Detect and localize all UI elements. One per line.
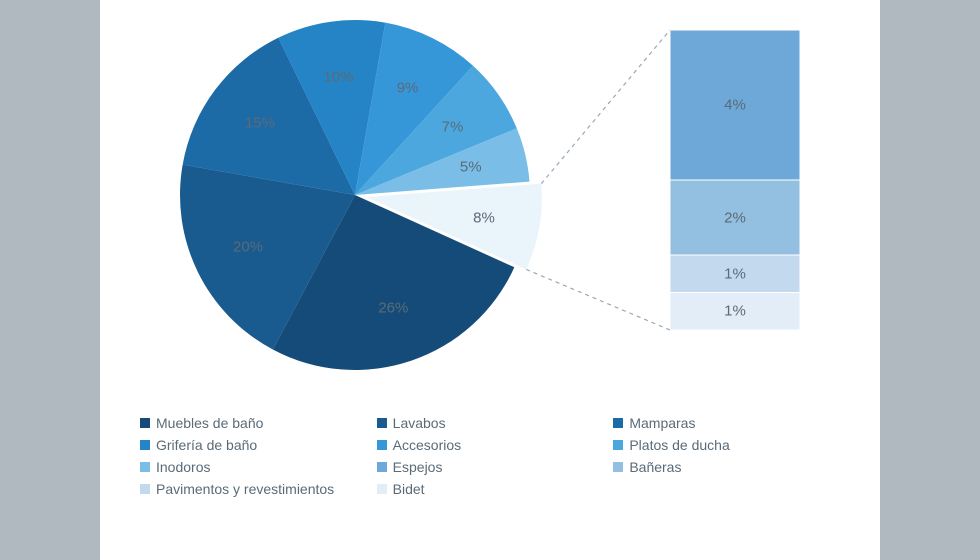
chart-area: 4% 2% 1% 1% 26% 20% 15% 10% 9% 7% 5% 8% [100,0,880,410]
legend-item: Platos de ducha [613,437,840,453]
legend-item: Espejos [377,459,604,475]
connector-line [526,269,670,330]
bar-segment-label: 2% [724,209,746,226]
legend-item: Pavimentos y revestimientos [140,481,367,497]
bar-segment-label: 1% [724,303,746,320]
legend-item: Bidet [377,481,604,497]
legend-item: Bañeras [613,459,840,475]
legend-swatch [613,462,623,472]
legend-swatch [377,484,387,494]
legend-swatch [140,462,150,472]
pie-slice-label: 26% [378,299,408,316]
legend-label: Pavimentos y revestimientos [156,481,334,497]
legend-label: Bidet [393,481,425,497]
legend: Muebles de baño Lavabos Mamparas Grifería d… [140,415,840,497]
pie-slice-label: 20% [233,239,263,256]
legend-label: Grifería de baño [156,437,257,453]
pie-slice-label: 8% [473,209,495,226]
legend-label: Lavabos [393,415,446,431]
legend-item: Lavabos [377,415,604,431]
legend-label: Espejos [393,459,443,475]
legend-item: Muebles de baño [140,415,367,431]
legend-label: Bañeras [629,459,681,475]
legend-label: Inodoros [156,459,210,475]
legend-item: Inodoros [140,459,367,475]
bar-segment-label: 4% [724,97,746,114]
legend-swatch [613,418,623,428]
legend-swatch [140,418,150,428]
legend-swatch [377,462,387,472]
connector-line [541,30,670,184]
legend-label: Platos de ducha [629,437,729,453]
legend-swatch [377,440,387,450]
legend-item: Grifería de baño [140,437,367,453]
legend-label: Mamparas [629,415,695,431]
page-root: 4% 2% 1% 1% 26% 20% 15% 10% 9% 7% 5% 8% Muebles de … [0,0,980,560]
pie-slice-label: 15% [245,115,275,132]
legend-swatch [613,440,623,450]
pie-slice-label: 10% [323,69,353,86]
legend-swatch [140,484,150,494]
legend-swatch [140,440,150,450]
legend-label: Muebles de baño [156,415,263,431]
legend-item: Mamparas [613,415,840,431]
chart-svg [100,0,880,410]
legend-label: Accesorios [393,437,461,453]
legend-item: Accesorios [377,437,604,453]
legend-swatch [377,418,387,428]
bar-segment-label: 1% [724,265,746,282]
pie-slice-label: 7% [442,118,464,135]
pie-slice-label: 5% [460,159,482,176]
pie-slice-label: 9% [397,80,419,97]
chart-panel: 4% 2% 1% 1% 26% 20% 15% 10% 9% 7% 5% 8% Muebles de … [100,0,880,560]
